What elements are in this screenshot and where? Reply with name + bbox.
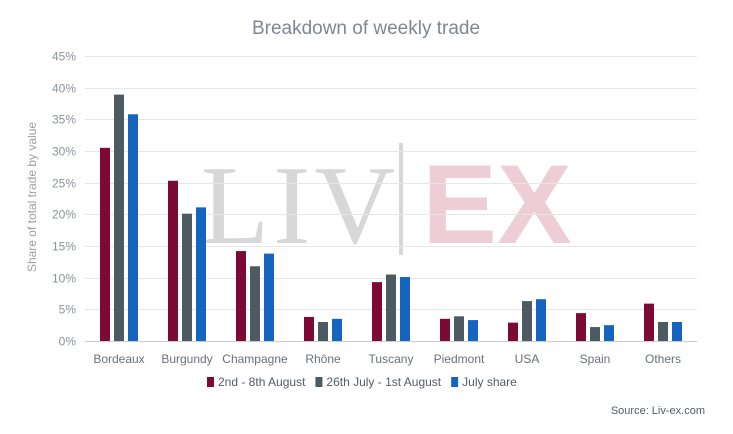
y-tick-label: 30% (52, 145, 76, 159)
x-tick-label: Rhône (305, 352, 341, 366)
bar-tuscany-series-1 (372, 282, 382, 341)
legend: 2nd - 8th August 26th July - 1st August Ju… (207, 375, 517, 389)
x-tick-label: Champagne (222, 352, 288, 366)
svg-text:LIV: LIV (201, 144, 400, 268)
bars (100, 94, 682, 342)
x-tick-label: Tuscany (369, 352, 414, 366)
bar-others-series-2 (658, 322, 668, 341)
x-tick-label: Bordeaux (93, 352, 144, 366)
bar-rhne-series-3 (332, 318, 342, 341)
bar-champagne-series-2 (250, 266, 260, 341)
svg-text:EX: EX (422, 142, 571, 267)
bar-spain-series-3 (604, 325, 614, 341)
y-axis-ticks: 0% 5% 10% 15% 20% 25% 30% 35% 40% 45% (52, 50, 76, 349)
bar-spain-series-1 (576, 313, 586, 341)
legend-swatch (451, 377, 459, 387)
bar-champagne-series-3 (264, 253, 274, 341)
bar-bordeaux-series-3 (128, 114, 138, 342)
y-tick-label: 25% (52, 177, 76, 191)
bar-spain-series-2 (590, 327, 600, 341)
legend-swatch (207, 377, 214, 387)
y-tick-label: 10% (52, 272, 76, 286)
legend-label: July share (462, 375, 517, 389)
chart-title: Breakdown of weekly trade (252, 18, 480, 39)
bar-bordeaux-series-1 (100, 147, 110, 341)
bar-burgundy-series-3 (196, 207, 206, 341)
bar-rhne-series-2 (318, 322, 328, 341)
y-tick-label: 35% (52, 113, 76, 127)
liv-ex-watermark-logo: LIV EX (201, 142, 572, 268)
x-tick-label: Burgundy (161, 352, 212, 366)
source-note: Source: Liv-ex.com (611, 405, 705, 417)
bar-piedmont-series-3 (468, 320, 478, 341)
bar-bordeaux-series-2 (114, 94, 124, 341)
bar-others-series-3 (672, 322, 682, 341)
y-tick-label: 15% (52, 240, 76, 254)
x-tick-label: Piedmont (434, 352, 485, 366)
bar-rhne-series-1 (304, 316, 314, 341)
legend-label: 2nd - 8th August (218, 375, 306, 389)
bar-usa-series-3 (536, 299, 546, 341)
bar-burgundy-series-2 (182, 213, 192, 341)
legend-label: 26th July - 1st August (326, 375, 441, 389)
bar-others-series-1 (644, 303, 654, 341)
bar-usa-series-2 (522, 301, 532, 341)
bar-piedmont-series-2 (454, 316, 464, 341)
y-tick-label: 5% (59, 303, 77, 317)
bar-usa-series-1 (508, 322, 518, 341)
bar-champagne-series-1 (236, 251, 246, 341)
x-tick-label: Spain (580, 352, 611, 366)
y-tick-label: 0% (59, 335, 77, 349)
x-tick-label: USA (515, 352, 540, 366)
bar-burgundy-series-1 (168, 180, 178, 341)
x-axis-categories: Bordeaux Burgundy Champagne Rhône Tuscany Pie… (93, 352, 681, 366)
y-tick-label: 45% (52, 50, 76, 64)
bar-tuscany-series-2 (386, 274, 396, 341)
x-tick-label: Others (645, 352, 681, 366)
y-tick-label: 20% (52, 208, 76, 222)
y-tick-label: 40% (52, 82, 76, 96)
bar-piedmont-series-1 (440, 318, 450, 341)
legend-swatch (315, 377, 323, 387)
y-axis-label: Share of total trade by value (25, 122, 39, 272)
bar-tuscany-series-3 (400, 277, 410, 341)
